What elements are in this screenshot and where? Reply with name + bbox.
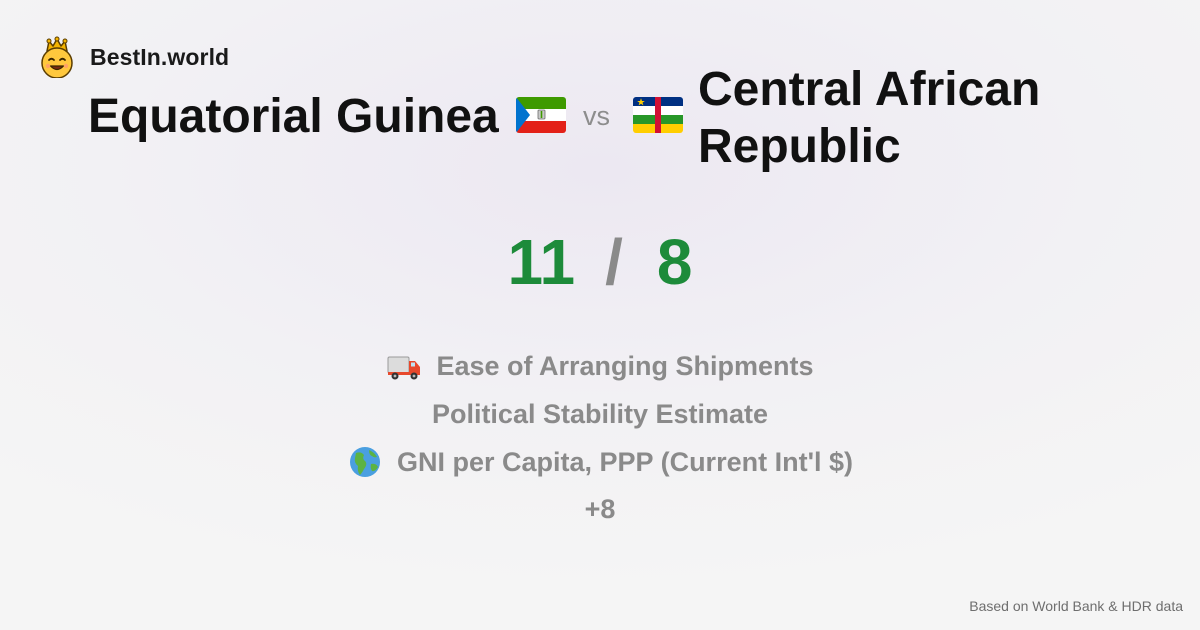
metric-item: Ease of Arranging Shipments: [386, 342, 814, 390]
left-country-name: Equatorial Guinea: [88, 90, 499, 143]
flag-equatorial-guinea-icon: [516, 97, 566, 133]
data-source-footer: Based on World Bank & HDR data: [969, 598, 1183, 614]
brand-name: BestIn.world: [90, 43, 230, 70]
score-separator: /: [605, 226, 623, 298]
globe-icon: [350, 447, 380, 477]
flag-central-african-republic-icon: [633, 97, 683, 133]
vs-separator: vs: [583, 101, 610, 131]
right-country-name: Central African Republic: [698, 63, 1041, 173]
metric-label: Political Stability Estimate: [431, 398, 769, 429]
metric-item: GNI per Capita, PPP (Current Int'l $): [347, 438, 853, 486]
left-score: 11: [507, 226, 576, 298]
crowned-smiley-icon: [41, 36, 73, 78]
metric-label: GNI per Capita, PPP (Current Int'l $): [397, 446, 853, 477]
metric-item: Political Stability Estimate: [432, 390, 768, 438]
metric-label: Ease of Arranging Shipments: [436, 350, 814, 381]
right-score: 8: [656, 226, 693, 298]
more-metrics-count: +8: [584, 493, 616, 524]
delivery-truck-icon: [387, 356, 421, 380]
metrics-list: Ease of Arranging Shipments Political St…: [0, 342, 1200, 532]
score: 11 / 8: [0, 222, 1200, 302]
brand[interactable]: BestIn.world: [38, 36, 229, 78]
